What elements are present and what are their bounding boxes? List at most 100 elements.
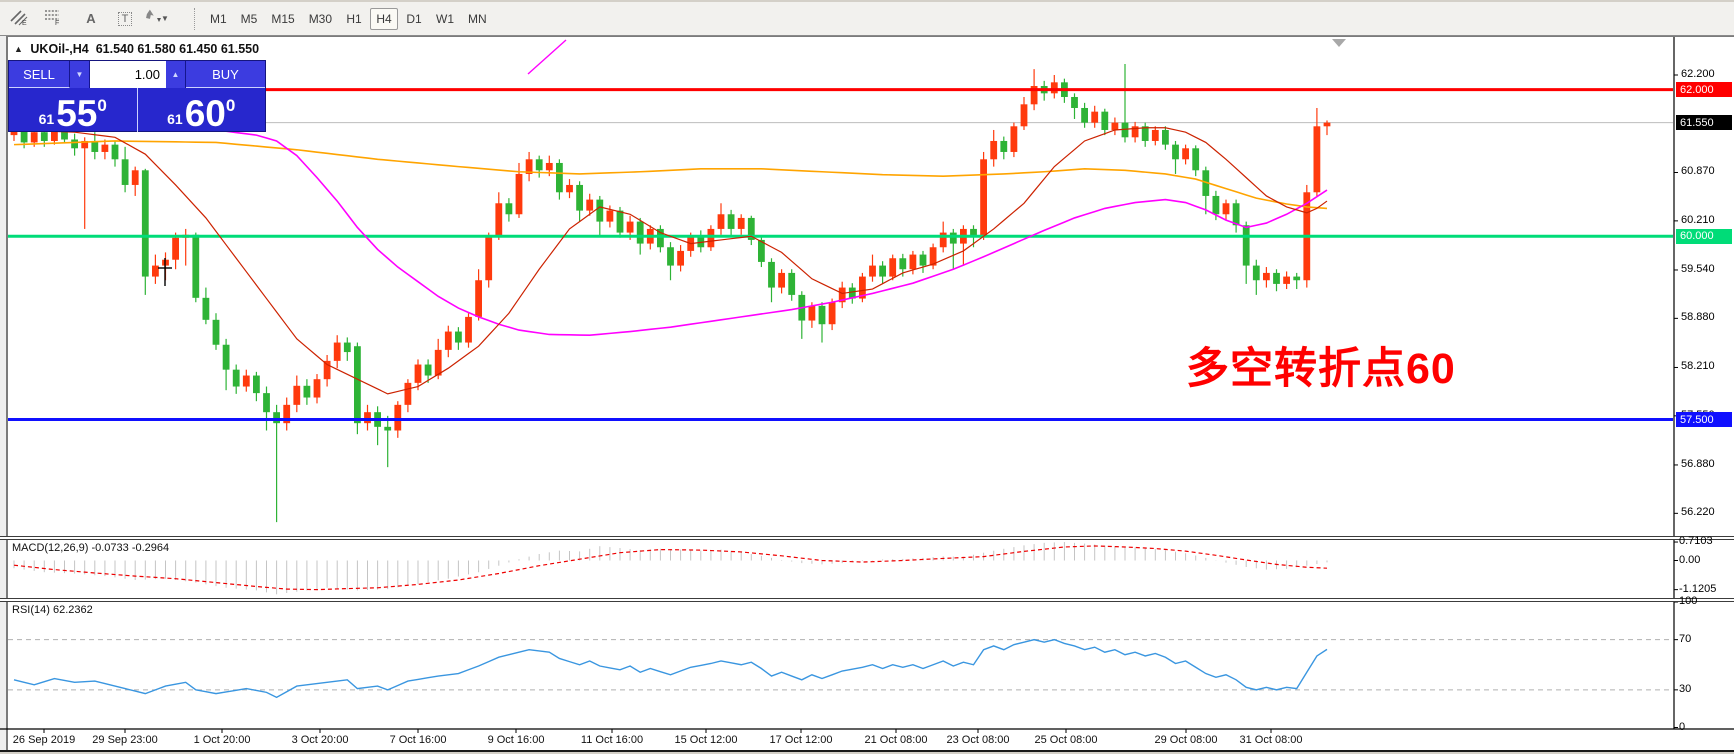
candle-body [434, 349, 442, 376]
candle-body [848, 287, 856, 299]
sell-button[interactable]: SELL [9, 61, 70, 88]
candle-body [263, 393, 270, 413]
date-label: 23 Oct 08:00 [946, 734, 1010, 746]
candle-body [556, 162, 563, 193]
sell-price-prefix: 61 [38, 111, 55, 127]
macd-signal-line [13, 545, 1328, 591]
candle-body [990, 140, 998, 160]
candle-body [475, 280, 482, 317]
candle-body [919, 254, 927, 266]
candle-body [869, 265, 876, 277]
expand-icon[interactable]: ▲ [14, 44, 23, 54]
candle-body [616, 210, 624, 233]
toolbar-separator [194, 7, 195, 30]
price-tick-60.210: 60.210 [1681, 213, 1715, 226]
candle-body [394, 404, 402, 431]
candle-body [1283, 276, 1290, 284]
volume-decrease-button[interactable]: ▼ [70, 61, 90, 88]
candle-body [859, 276, 866, 299]
candle-body [596, 199, 604, 222]
candle-body [808, 305, 816, 321]
pane-separator-rsi[interactable] [0, 598, 1734, 602]
timeframe-button-M5[interactable]: M5 [240, 11, 258, 26]
candle-body [61, 129, 68, 140]
candle-body [121, 159, 129, 185]
candle-body [879, 265, 886, 277]
candle-body [354, 346, 361, 424]
rsi-legend: RSI(14) 62.2362 [12, 604, 93, 616]
pane-separator-macd[interactable] [0, 536, 1734, 540]
date-label: 21 Oct 08:00 [864, 734, 928, 746]
timeframe-button-D1[interactable]: D1 [406, 11, 422, 26]
tool-text-box[interactable]: T [110, 7, 140, 31]
symbol-period: UKOil-,H4 [30, 42, 89, 56]
candle-body [606, 210, 614, 222]
candle-body [1202, 170, 1210, 196]
candle-body [131, 170, 139, 185]
candle-body [889, 258, 897, 277]
volume-increase-button[interactable]: ▲ [166, 61, 186, 88]
candle-body [1151, 129, 1159, 141]
candle-body [1131, 126, 1139, 138]
candle-body [515, 173, 523, 215]
date-label: 17 Oct 12:00 [769, 734, 833, 746]
candle-body [909, 254, 917, 270]
candle-body [1273, 272, 1280, 284]
candle-body [1192, 148, 1200, 171]
timeframe-button-H1[interactable]: H1 [346, 11, 362, 26]
rsi-line [13, 638, 1328, 699]
tool-fibonacci-icon[interactable]: F [42, 7, 72, 31]
candle-body [1101, 111, 1109, 130]
candle-body [1212, 195, 1220, 215]
price-badge-61.550: 61.550 [1676, 115, 1732, 131]
chinese-annotation: 多空转折点60 [1186, 345, 1456, 393]
date-label: 25 Oct 08:00 [1034, 734, 1098, 746]
buy-price-pip: 0 [225, 96, 236, 115]
timeframe-group: M1 M5 M15 M30 H1 H4 D1 W1 MN [203, 7, 494, 30]
tool-text-label[interactable]: A [86, 11, 96, 26]
candle-body [1182, 148, 1189, 160]
toolbar: E F A T ▼ M1 M5 M15 M30 H1 H4 D1 W1 MN [0, 2, 1734, 36]
candle-body [525, 159, 533, 174]
chart-shift-marker-icon[interactable] [1332, 39, 1346, 47]
timeframe-button-M15[interactable]: M15 [271, 11, 295, 26]
timeframe-button-H4[interactable]: H4 [370, 7, 399, 30]
buy-price[interactable]: 61 60 0 [138, 88, 266, 132]
candle-body [697, 236, 705, 248]
quote-line: ▲ UKOil-,H4 61.540 61.580 61.450 61.550 [14, 42, 259, 56]
candle-body [364, 412, 371, 424]
candle-body [1222, 203, 1230, 215]
candle-body [778, 272, 785, 288]
sell-price[interactable]: 61 55 0 [9, 88, 138, 132]
candle-body [30, 132, 38, 143]
buy-price-prefix: 61 [167, 111, 183, 127]
candle-body [1252, 265, 1260, 281]
candle-body [1121, 122, 1129, 138]
date-label: 31 Oct 08:00 [1239, 734, 1303, 746]
candle-body [253, 375, 260, 394]
timeframe-button-W1[interactable]: W1 [436, 11, 455, 26]
candle-body [455, 331, 462, 343]
price-badge-57.500: 57.500 [1676, 412, 1732, 427]
candle-body [485, 236, 493, 281]
candle-body [1010, 126, 1018, 152]
price-tick-59.540: 59.540 [1681, 262, 1715, 275]
tool-equidistant-channel-icon[interactable]: E [8, 7, 38, 31]
tool-shapes-cursor[interactable]: ▼ [144, 7, 184, 31]
timeframe-button-MN[interactable]: MN [468, 11, 487, 26]
candle-body [333, 342, 341, 361]
volume-input[interactable] [90, 61, 166, 88]
buy-button[interactable]: BUY [186, 61, 265, 88]
timeframe-button-M1[interactable]: M1 [210, 11, 227, 26]
candle-body [929, 247, 937, 266]
timeframe-button-M30[interactable]: M30 [308, 11, 333, 26]
candle-body [1313, 126, 1321, 193]
candle-body [242, 375, 250, 387]
date-label: 3 Oct 20:00 [291, 734, 349, 746]
shapes-cursor-icon [146, 9, 161, 22]
candle-body [20, 129, 28, 143]
candle-body [384, 426, 392, 431]
candle-body [677, 250, 684, 266]
